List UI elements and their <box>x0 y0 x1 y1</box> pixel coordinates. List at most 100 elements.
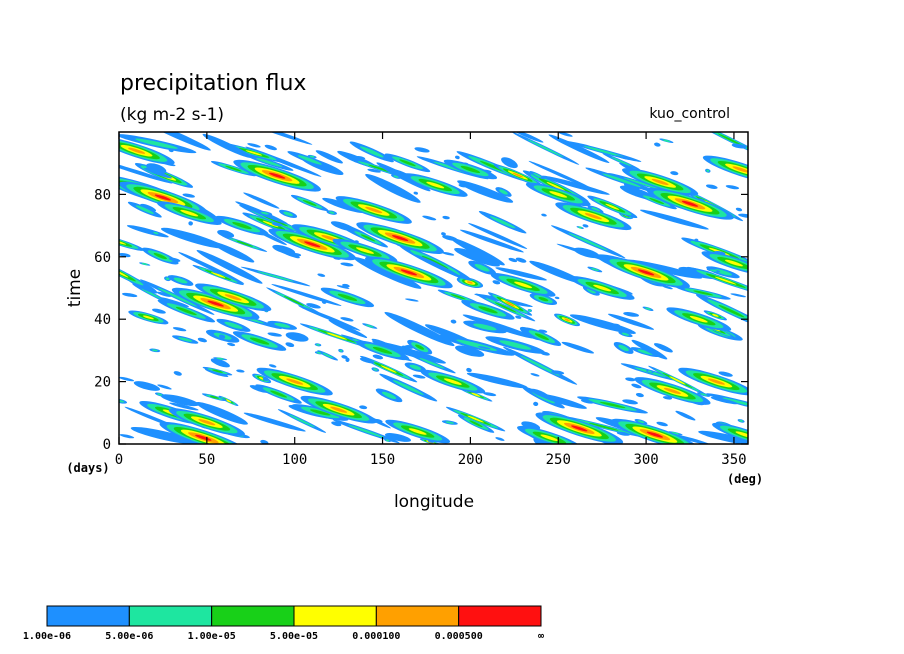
precip-cell <box>339 349 343 352</box>
precip-cell <box>211 272 226 278</box>
precip-cell <box>466 281 473 284</box>
precip-cell <box>330 406 348 413</box>
precip-cell <box>393 175 399 178</box>
precip-cell <box>356 247 374 254</box>
y-tick-label: 20 <box>94 375 111 391</box>
precip-cell <box>309 409 331 416</box>
precip-cell <box>384 312 455 347</box>
precip-cell <box>499 340 532 350</box>
precip-cell <box>445 421 455 424</box>
precip-cell <box>478 346 491 350</box>
precip-cell <box>661 284 673 290</box>
precip-cell <box>669 376 686 385</box>
precip-cell <box>653 343 673 353</box>
precip-cell <box>462 314 536 339</box>
precip-cell <box>607 313 655 330</box>
precip-cell <box>342 283 350 288</box>
precip-cell <box>443 378 462 385</box>
precip-cell <box>584 213 602 220</box>
precip-cell <box>341 355 348 359</box>
colorbar-label: 5.00e-06 <box>105 631 153 642</box>
precip-cell <box>285 332 309 342</box>
precip-cell <box>718 304 745 318</box>
precip-cell <box>583 145 624 158</box>
precip-cell <box>274 322 291 328</box>
precip-cell <box>588 422 619 431</box>
colorbar-label: 5.00e-05 <box>270 631 318 642</box>
precip-cell <box>554 296 560 300</box>
precip-cell <box>675 410 696 421</box>
precip-cell <box>367 168 381 173</box>
colorbar-label: 1.00e-05 <box>188 631 236 642</box>
precip-cell <box>289 414 315 428</box>
y-axis-ticks: 0 20 40 60 80 <box>94 187 748 453</box>
precip-cell <box>612 323 620 327</box>
precip-cell <box>353 257 422 289</box>
precip-cell <box>328 319 368 338</box>
precip-cell <box>533 172 542 178</box>
precip-cell <box>571 425 588 432</box>
precip-cell <box>494 302 517 313</box>
colorbar-swatch <box>46 605 130 627</box>
precip-cell <box>198 419 216 426</box>
y-tick-label: 0 <box>103 437 111 453</box>
precip-cell <box>501 157 518 169</box>
precip-cell <box>705 184 718 189</box>
precip-cell <box>197 337 207 343</box>
precip-cell <box>140 203 157 212</box>
precip-cell <box>738 213 748 218</box>
precip-cell <box>321 299 327 304</box>
precip-cell <box>538 329 548 333</box>
precip-cell <box>359 357 375 364</box>
precip-cell <box>173 371 182 376</box>
precip-cell <box>441 232 446 236</box>
precip-cell <box>564 318 570 322</box>
precip-cell <box>119 376 135 382</box>
precip-cell <box>159 297 189 307</box>
precip-cell <box>297 155 322 165</box>
precip-cell <box>546 182 565 191</box>
precip-cell <box>262 220 279 228</box>
precip-cell <box>637 420 645 424</box>
plot-frame <box>118 131 749 445</box>
x-tick-label: 150 <box>370 452 395 468</box>
precip-cell <box>359 146 384 158</box>
precip-cell <box>153 252 167 260</box>
precip-cell <box>283 295 305 306</box>
precip-cell <box>130 426 199 444</box>
precip-cell <box>616 431 630 436</box>
precip-cell <box>573 247 600 259</box>
precip-cell <box>730 293 747 298</box>
precip-cell <box>140 288 162 299</box>
precip-cell <box>209 395 219 399</box>
precip-cell <box>156 291 172 297</box>
precip-cell <box>605 203 620 210</box>
precipitation-field <box>119 132 748 444</box>
precip-cell <box>709 269 718 272</box>
precip-cell <box>141 262 148 266</box>
precip-cell <box>400 269 418 276</box>
x-axis-ticks: 0 50 100 150 200 250 300 350 <box>115 132 747 468</box>
precip-cell <box>119 434 135 439</box>
precip-cell <box>293 253 302 257</box>
precip-cell <box>264 144 277 151</box>
colorbar-label: 0.000100 <box>352 631 400 642</box>
precip-cell <box>623 177 659 189</box>
precip-cell <box>527 139 564 158</box>
colorbar-swatch <box>458 605 542 627</box>
precip-cell <box>178 337 193 342</box>
precip-cell <box>160 394 200 407</box>
precip-cell <box>315 150 343 164</box>
precip-cell <box>359 405 368 410</box>
colorbar-legend: 1.00e-06 5.00e-06 1.00e-05 5.00e-05 0.000100… <box>23 605 544 642</box>
precip-cell <box>178 251 245 284</box>
precip-cell <box>225 399 232 403</box>
precip-cell <box>419 357 445 369</box>
chart-title: precipitation flux <box>120 71 306 96</box>
precip-cell <box>489 216 516 229</box>
precip-cell <box>152 308 166 314</box>
precip-cell <box>126 225 169 238</box>
precip-cell <box>285 342 295 348</box>
precip-cell <box>568 232 609 251</box>
precip-cell <box>188 221 193 226</box>
